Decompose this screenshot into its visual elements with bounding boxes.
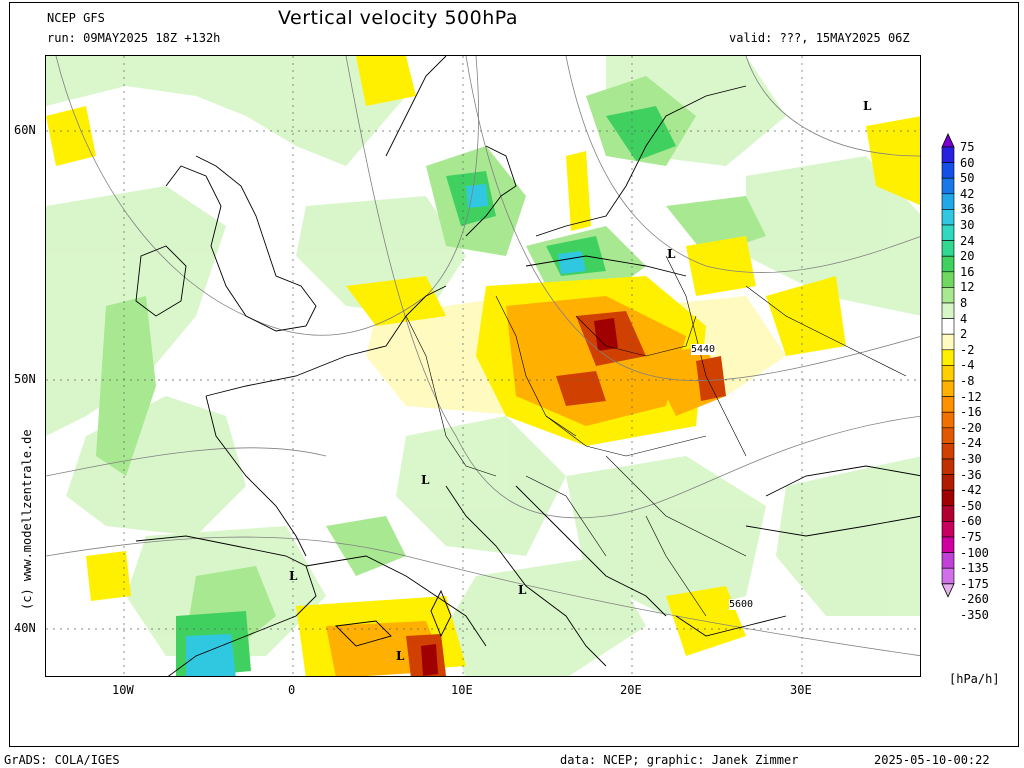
colorbar-swatch xyxy=(941,255,955,273)
colorbar-bottom-arrow xyxy=(941,583,955,598)
colorbar-swatch xyxy=(941,396,955,413)
copyright-text: (c) www.modellzentrale.de xyxy=(20,429,34,610)
colorbar-swatch xyxy=(941,302,955,319)
low-pressure-marker: L xyxy=(421,473,430,487)
colorbar-level-label: 20 xyxy=(960,249,975,264)
colorbar-swatch xyxy=(941,209,955,226)
colorbar-swatch xyxy=(941,427,955,444)
low-pressure-marker: L xyxy=(289,569,298,583)
colorbar-level-label: -135 xyxy=(960,561,989,576)
low-pressure-marker: L xyxy=(667,247,676,261)
geopotential-contours xyxy=(46,56,920,657)
colorbar-level-label: 42 xyxy=(960,186,975,201)
colorbar-level-label: -75 xyxy=(960,530,982,544)
colorbar-level-label: 36 xyxy=(960,202,975,217)
colorbar-level-label: -100 xyxy=(960,545,989,560)
colorbar-swatch xyxy=(941,365,955,382)
colorbar-level-label: -350 xyxy=(960,608,989,622)
colorbar-level-label: 50 xyxy=(960,171,975,186)
negative-velocity-max xyxy=(421,318,618,676)
colorbar-swatch xyxy=(941,318,955,335)
colorbar-level-label: -60 xyxy=(960,514,982,529)
run-label: run: 09MAY2025 18Z +132h xyxy=(47,31,221,45)
colorbar-level-label: 60 xyxy=(960,155,975,170)
colorbar-level-label: -36 xyxy=(960,467,982,482)
lon-label-10e: 10E xyxy=(451,683,473,697)
lon-label-10w: 10W xyxy=(112,683,134,697)
colorbar-swatch xyxy=(941,474,955,491)
colorbar-swatch xyxy=(941,567,955,585)
colorbar-swatch xyxy=(941,193,955,210)
low-pressure-marker: L xyxy=(396,649,405,663)
colorbar-swatch xyxy=(941,162,955,179)
colorbar-swatch xyxy=(941,536,955,553)
low-pressure-marker: L xyxy=(518,583,527,597)
lon-label-30e: 30E xyxy=(790,683,812,697)
colorbar-level-label: 12 xyxy=(960,280,975,295)
map-canvas xyxy=(46,56,920,676)
weather-map: L L L L L L L 5440 5600 xyxy=(45,55,921,677)
footer-credits: data: NCEP; graphic: Janek Zimmer xyxy=(560,753,799,767)
colorbar-level-label: 16 xyxy=(960,264,975,279)
colorbar-swatch xyxy=(941,333,955,351)
colorbar-top-arrow xyxy=(941,133,955,148)
colorbar-level-label: 24 xyxy=(960,233,975,248)
colorbar-level-label: -4 xyxy=(960,358,975,373)
colorbar-level-label: -30 xyxy=(960,452,982,466)
colorbar-level-label: -50 xyxy=(960,498,982,513)
colorbar-level-label: -16 xyxy=(960,405,982,420)
colorbar-level-label: -20 xyxy=(960,420,982,435)
colorbar-swatch xyxy=(941,380,955,397)
footer-timestamp: 2025-05-10-00:22 xyxy=(874,753,990,767)
valid-time-label: valid: ???, 15MAY2025 06Z xyxy=(729,31,910,45)
colorbar-level-label: 4 xyxy=(960,311,968,326)
model-label: NCEP GFS xyxy=(47,11,105,25)
lat-label-50n: 50N xyxy=(14,372,36,386)
lat-label-40n: 40N xyxy=(14,621,36,635)
plot-frame xyxy=(9,2,1019,747)
colorbar-level-label: 2 xyxy=(960,327,968,342)
colorbar-swatch xyxy=(941,349,955,366)
footer-software: GrADS: COLA/IGES xyxy=(4,753,120,767)
colorbar-level-label: -12 xyxy=(960,389,982,404)
colorbar-level-label: -24 xyxy=(960,436,982,451)
colorbar-level-label: -175 xyxy=(960,576,989,591)
colorbar-level-label: -8 xyxy=(960,374,975,388)
colorbar-swatch xyxy=(941,552,955,569)
political-borders xyxy=(405,255,907,617)
colorbar-swatch xyxy=(941,287,955,304)
colorbar-swatch xyxy=(941,240,955,257)
colorbar-graphic xyxy=(941,133,955,598)
contour-label: 5600 xyxy=(729,599,754,610)
colorbar-level-label: -42 xyxy=(960,483,982,498)
colorbar-swatch xyxy=(941,458,955,475)
low-pressure-marker: L xyxy=(863,99,872,113)
map-title: Vertical velocity 500hPa xyxy=(278,7,519,29)
colorbar-level-label: -260 xyxy=(960,592,989,607)
coastlines xyxy=(135,56,920,676)
colorbar-level-label: -2 xyxy=(960,342,975,357)
colorbar-swatch xyxy=(941,224,955,241)
graticule xyxy=(46,56,920,676)
colorbar-unit: [hPa/h] xyxy=(949,672,1000,686)
colorbar-swatch xyxy=(941,505,955,522)
colorbar-swatch xyxy=(941,177,955,195)
colorbar-swatch xyxy=(941,411,955,429)
colorbar-swatch xyxy=(941,443,955,460)
colorbar-level-label: 75 xyxy=(960,140,975,154)
contour-label: 5440 xyxy=(691,344,716,355)
colorbar-level-label: 30 xyxy=(960,218,975,232)
colorbar-swatch xyxy=(941,521,955,538)
colorbar-level-label: 8 xyxy=(960,296,968,310)
lon-label-20e: 20E xyxy=(620,683,642,697)
colorbar-swatch xyxy=(941,271,955,288)
colorbar-swatch xyxy=(941,146,955,163)
colorbar-swatch xyxy=(941,489,955,507)
lon-label-0: 0 xyxy=(288,683,296,697)
positive-velocity-cyan xyxy=(186,184,586,676)
lat-label-60n: 60N xyxy=(14,123,36,137)
